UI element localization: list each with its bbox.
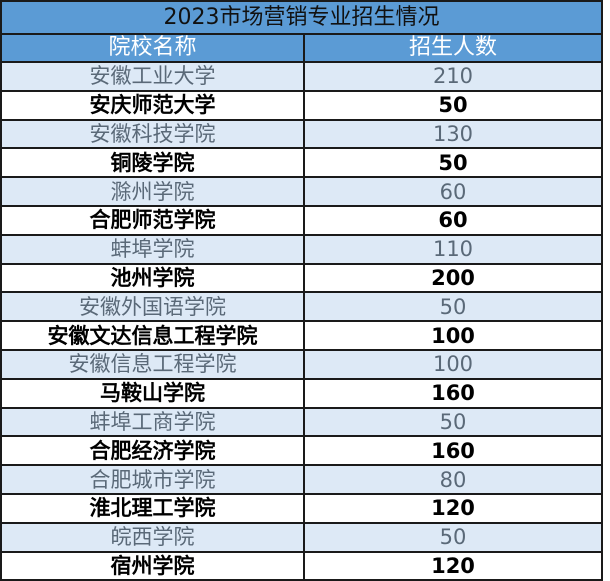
school-name-cell: 马鞍山学院 xyxy=(0,377,305,409)
column-header-school: 院校名称 xyxy=(0,33,305,63)
enrollment-count-cell: 50 xyxy=(303,291,603,323)
enrollment-count-cell: 100 xyxy=(303,348,603,380)
enrollment-count-cell: 120 xyxy=(303,492,603,524)
table-row: 合肥师范学院 60 xyxy=(0,204,603,236)
header-row: 院校名称 招生人数 xyxy=(0,33,603,63)
school-name-cell: 皖西学院 xyxy=(0,521,305,553)
enrollment-count-cell: 110 xyxy=(303,233,603,265)
school-name-cell: 安徽文达信息工程学院 xyxy=(0,320,305,351)
school-name-cell: 蚌埠学院 xyxy=(0,233,305,265)
table-row: 安庆师范大学 50 xyxy=(0,89,603,121)
enrollment-count-cell: 50 xyxy=(303,521,603,553)
school-name-cell: 安徽工业大学 xyxy=(0,61,305,92)
school-name-cell: 合肥经济学院 xyxy=(0,435,305,467)
school-name-cell: 安徽科技学院 xyxy=(0,118,305,150)
table-row: 铜陵学院 50 xyxy=(0,147,603,179)
column-header-count: 招生人数 xyxy=(303,33,603,63)
table-row: 安徽文达信息工程学院 100 xyxy=(0,320,603,351)
enrollment-count-cell: 50 xyxy=(303,406,603,438)
school-name-cell: 宿州学院 xyxy=(0,550,305,581)
table-row: 安徽科技学院 130 xyxy=(0,118,603,150)
enrollment-count-cell: 120 xyxy=(303,550,603,581)
school-name-cell: 安徽外国语学院 xyxy=(0,291,305,323)
table-row: 合肥经济学院 160 xyxy=(0,435,603,467)
title-row: 2023市场营销专业招生情况 xyxy=(0,0,603,35)
enrollment-count-cell: 100 xyxy=(303,320,603,351)
enrollment-count-cell: 210 xyxy=(303,61,603,92)
table-row: 安徽信息工程学院 100 xyxy=(0,348,603,380)
school-name-cell: 淮北理工学院 xyxy=(0,492,305,524)
enrollment-count-cell: 60 xyxy=(303,204,603,236)
enrollment-count-cell: 160 xyxy=(303,377,603,409)
enrollment-count-cell: 200 xyxy=(303,262,603,294)
school-name-cell: 合肥城市学院 xyxy=(0,464,305,495)
school-name-cell: 安庆师范大学 xyxy=(0,89,305,121)
school-name-cell: 池州学院 xyxy=(0,262,305,294)
school-name-cell: 安徽信息工程学院 xyxy=(0,348,305,380)
table-row: 宿州学院 120 xyxy=(0,550,603,581)
enrollment-count-cell: 130 xyxy=(303,118,603,150)
table-row: 皖西学院 50 xyxy=(0,521,603,553)
table-row: 池州学院 200 xyxy=(0,262,603,294)
enrollment-count-cell: 160 xyxy=(303,435,603,467)
enrollment-count-cell: 60 xyxy=(303,176,603,207)
table-row: 安徽外国语学院 50 xyxy=(0,291,603,323)
table-row: 蚌埠学院 110 xyxy=(0,233,603,265)
table-row: 蚌埠工商学院 50 xyxy=(0,406,603,438)
table-row: 合肥城市学院 80 xyxy=(0,464,603,495)
school-name-cell: 合肥师范学院 xyxy=(0,204,305,236)
table-row: 安徽工业大学 210 xyxy=(0,61,603,92)
table-title: 2023市场营销专业招生情况 xyxy=(0,0,603,35)
enrollment-count-cell: 50 xyxy=(303,89,603,121)
school-name-cell: 铜陵学院 xyxy=(0,147,305,179)
table-row: 淮北理工学院 120 xyxy=(0,492,603,524)
enrollment-count-cell: 80 xyxy=(303,464,603,495)
school-name-cell: 滁州学院 xyxy=(0,176,305,207)
table-row: 滁州学院 60 xyxy=(0,176,603,207)
table-row: 马鞍山学院 160 xyxy=(0,377,603,409)
school-name-cell: 蚌埠工商学院 xyxy=(0,406,305,438)
enrollment-count-cell: 50 xyxy=(303,147,603,179)
